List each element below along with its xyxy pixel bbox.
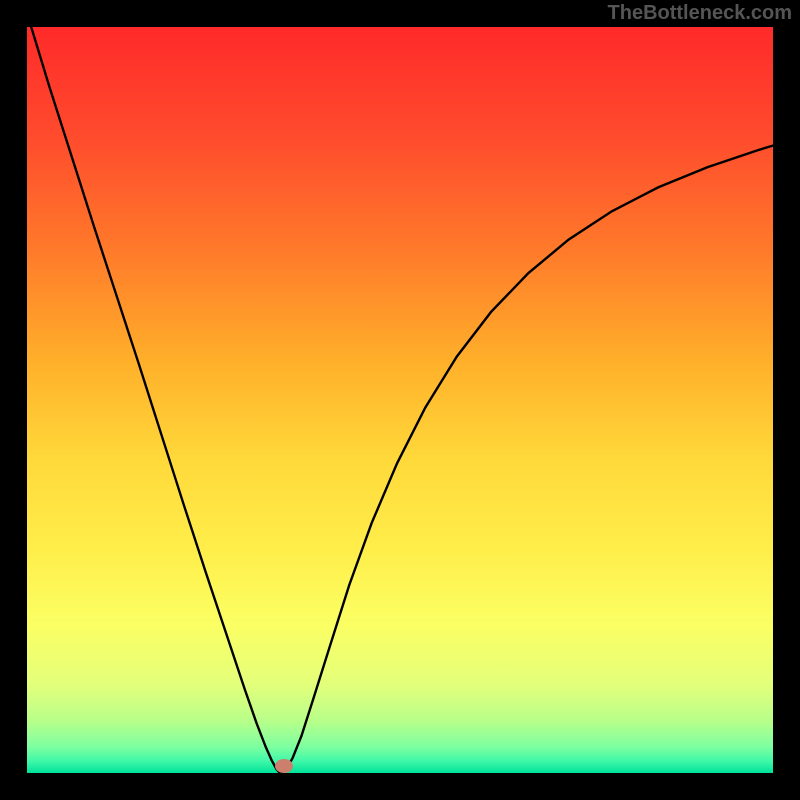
- curve-svg: [27, 27, 773, 773]
- plot-area: [27, 27, 773, 773]
- chart-container: TheBottleneck.com: [0, 0, 800, 800]
- optimum-marker: [275, 759, 293, 773]
- bottleneck-curve: [28, 18, 780, 773]
- watermark-text: TheBottleneck.com: [608, 2, 792, 25]
